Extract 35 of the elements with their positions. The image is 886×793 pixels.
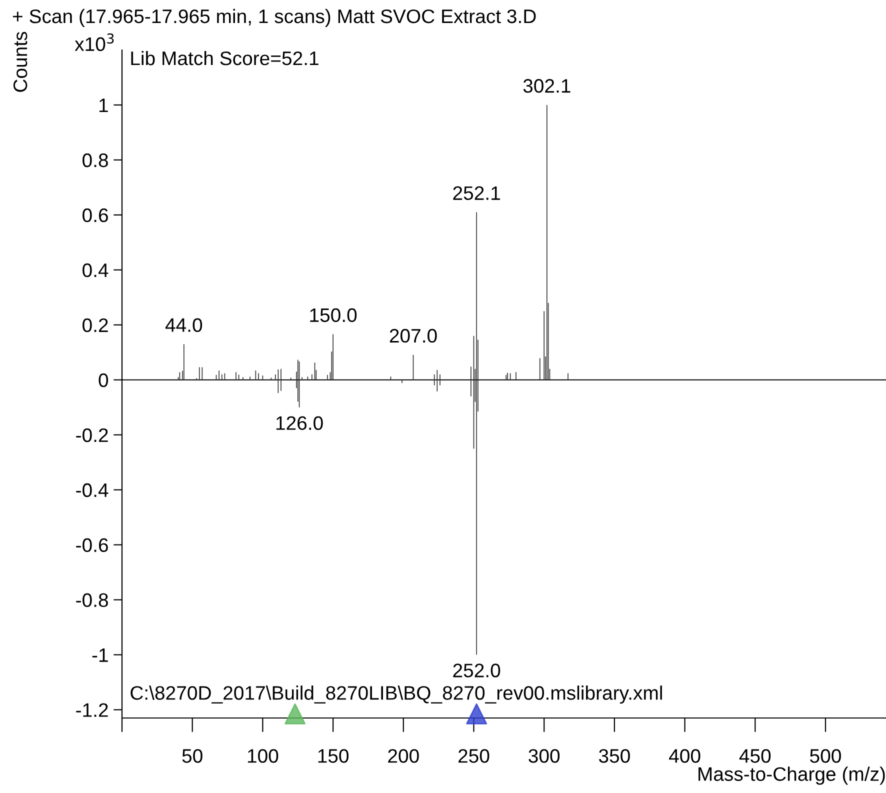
y-tick-label: -1.2 [76, 703, 108, 717]
annotation: Lib Match Score=52.1 [131, 50, 318, 66]
annotation: 252.0 [453, 664, 500, 678]
y-tick-label: -0.6 [76, 538, 108, 552]
text: x10$^{3}$ [74, 33, 114, 52]
y-tick-label: 0.6 [82, 208, 108, 222]
annotation: 302.1 [523, 79, 570, 93]
x-tick-label: 100 [248, 749, 278, 763]
x-axis-title: Mass-to-Charge (m/z) [698, 766, 885, 785]
y-tick-label: 0 [98, 373, 108, 388]
y-tick-label: -0.2 [76, 428, 108, 442]
x-tick-label: 500 [810, 749, 841, 763]
x-tick-label: 300 [528, 749, 560, 763]
x-tick-label: 250 [458, 749, 490, 763]
annotation: 126.0 [276, 416, 323, 430]
annotation: 207.0 [390, 328, 437, 343]
y-tick-label: 0.8 [82, 153, 108, 168]
y-tick-label: -0.8 [76, 593, 108, 608]
x-tick-label: 350 [598, 749, 630, 763]
annotation: 252.1 [453, 186, 500, 200]
y-tick-label: 1 [99, 98, 108, 112]
y-axis-title: Counts [13, 32, 28, 92]
chart-title: + Scan (17.965-17.965 min, 1 scans) Matt SVOC Extract 3.D [12, 8, 536, 28]
x-tick-label: 200 [388, 749, 419, 763]
y-tick-label: 0.2 [82, 318, 108, 332]
x-tick-label: 400 [669, 749, 700, 763]
y-tick-label: -0.4 [76, 483, 108, 498]
x-tick-label: 50 [182, 749, 202, 763]
y-tick-label: -1 [92, 648, 108, 662]
x-tick-label: 450 [739, 749, 771, 763]
y-tick-label: 0.4 [82, 263, 108, 278]
annotation: 150.0 [310, 308, 357, 322]
annotation: 44.0 [165, 318, 202, 332]
x-tick-label: 150 [318, 749, 349, 763]
annotation: C:\8270D_2017\Build_8270LIB\BQ_8270_rev00.mslibrary.xml [130, 686, 662, 704]
